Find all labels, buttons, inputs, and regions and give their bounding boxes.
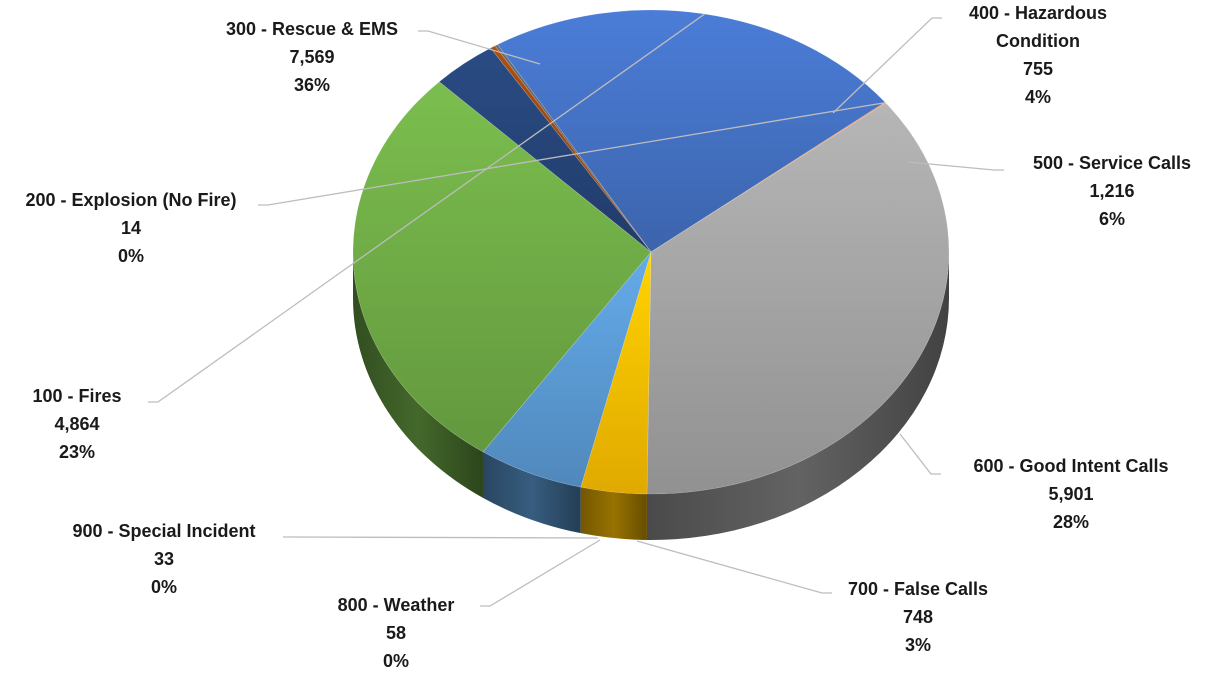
slice-name: Condition — [996, 31, 1080, 51]
pie-slice-700-false-calls — [438, 47, 652, 253]
slice-value: 755 — [1023, 59, 1053, 79]
leader-line-600-good-intent-calls — [899, 433, 941, 475]
pie-side-400-hazardous-condition — [580, 487, 647, 540]
slice-name: 400 - Hazardous — [969, 3, 1107, 23]
slice-percent: 28% — [1053, 512, 1089, 532]
slice-name: 900 - Special Incident — [72, 521, 255, 541]
leader-line-300-rescue-ems — [418, 30, 541, 65]
leader-line-400-hazardous-condition — [832, 17, 942, 114]
slice-percent: 6% — [1099, 209, 1125, 229]
slice-percent: 0% — [383, 651, 409, 671]
slice-percent: 36% — [294, 75, 330, 95]
pie-slice-300-rescue-ems — [646, 102, 950, 495]
data-label-800-weather: 800 - Weather 58 0% — [338, 595, 455, 671]
slice-value: 748 — [903, 607, 933, 627]
pie-side-600-good-intent-calls — [353, 252, 483, 498]
data-label-900-special-incident: 900 - Special Incident 33 0% — [72, 521, 255, 597]
slice-percent: 4% — [1025, 87, 1051, 107]
data-label-500-service-calls: 500 - Service Calls 1,216 6% — [1033, 153, 1191, 229]
slice-percent: 3% — [905, 635, 931, 655]
leader-line-900-special-incident — [283, 536, 599, 539]
slice-value: 14 — [121, 218, 141, 238]
leader-line-100-fires — [148, 13, 706, 403]
slice-name: 500 - Service Calls — [1033, 153, 1191, 173]
slice-value: 4,864 — [54, 414, 99, 434]
pie-slice-600-good-intent-calls — [352, 81, 652, 453]
data-label-300-rescue-ems: 300 - Rescue & EMS 7,569 36% — [226, 19, 398, 95]
slice-percent: 0% — [118, 246, 144, 266]
leader-line-200-explosion-no-fire — [258, 101, 886, 206]
leader-line-700-false-calls — [636, 540, 832, 594]
pie-slice-800-weather — [490, 45, 652, 253]
slice-value: 33 — [154, 549, 174, 569]
data-label-700-false-calls: 700 - False Calls 748 3% — [848, 579, 988, 655]
pie-slice-900-special-incident — [494, 44, 652, 253]
slice-name: 600 - Good Intent Calls — [973, 456, 1168, 476]
slice-value: 58 — [386, 623, 406, 643]
slice-name: 100 - Fires — [32, 386, 121, 406]
slice-name: 700 - False Calls — [848, 579, 988, 599]
slice-percent: 0% — [151, 577, 177, 597]
pie-side-500-service-calls — [482, 451, 581, 534]
pie-side-300-rescue-ems — [646, 252, 949, 540]
slice-name: 300 - Rescue & EMS — [226, 19, 398, 39]
leader-line-500-service-calls — [907, 161, 1004, 171]
slice-name: 800 - Weather — [338, 595, 455, 615]
slice-name: 200 - Explosion (No Fire) — [25, 190, 236, 210]
data-label-100-fires: 100 - Fires 4,864 23% — [32, 386, 121, 462]
slice-value: 5,901 — [1048, 484, 1093, 504]
slice-value: 7,569 — [289, 47, 334, 67]
slice-value: 1,216 — [1089, 181, 1134, 201]
pie-slice-400-hazardous-condition — [580, 251, 652, 495]
data-label-400-hazardous-condition: 400 - Hazardous Condition 755 4% — [969, 3, 1107, 107]
data-label-200-explosion-no-fire: 200 - Explosion (No Fire) 14 0% — [25, 190, 236, 266]
leader-line-800-weather — [480, 539, 601, 607]
slice-percent: 23% — [59, 442, 95, 462]
data-label-600-good-intent-calls: 600 - Good Intent Calls 5,901 28% — [973, 456, 1168, 532]
pie-slice-500-service-calls — [482, 251, 652, 488]
